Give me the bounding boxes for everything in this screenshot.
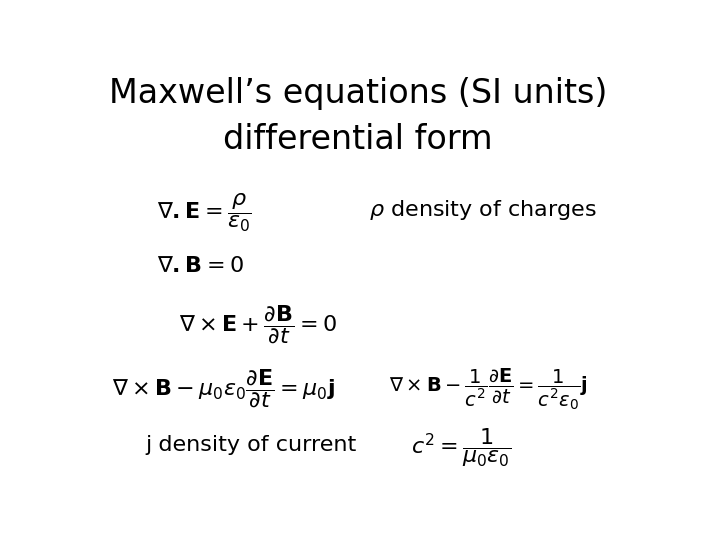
Text: $c^2 = \dfrac{1}{\mu_0 \varepsilon_0}$: $c^2 = \dfrac{1}{\mu_0 \varepsilon_0}$ [411,426,511,469]
Text: $\nabla \times \mathbf{E} + \dfrac{\partial \mathbf{B}}{\partial t} = 0$: $\nabla \times \mathbf{E} + \dfrac{\part… [179,303,338,346]
Text: j density of current: j density of current [145,435,357,455]
Text: $\nabla \times \mathbf{B} - \dfrac{1}{c^2}\dfrac{\partial \mathbf{E}}{\partial t: $\nabla \times \mathbf{B} - \dfrac{1}{c^… [389,366,588,412]
Text: differential form: differential form [223,123,492,156]
Text: $\nabla\mathbf{.B} = 0$: $\nabla\mathbf{.B} = 0$ [157,256,243,276]
Text: $\rho$ density of charges: $\rho$ density of charges [369,198,597,222]
Text: $\nabla \times \mathbf{B} - \mu_0 \varepsilon_0 \dfrac{\partial \mathbf{E}}{\par: $\nabla \times \mathbf{B} - \mu_0 \varep… [112,368,336,410]
Text: $\nabla\mathbf{.E} = \dfrac{\rho}{\varepsilon_0}$: $\nabla\mathbf{.E} = \dfrac{\rho}{\varep… [157,191,252,234]
Text: Maxwell’s equations (SI units): Maxwell’s equations (SI units) [109,77,607,110]
